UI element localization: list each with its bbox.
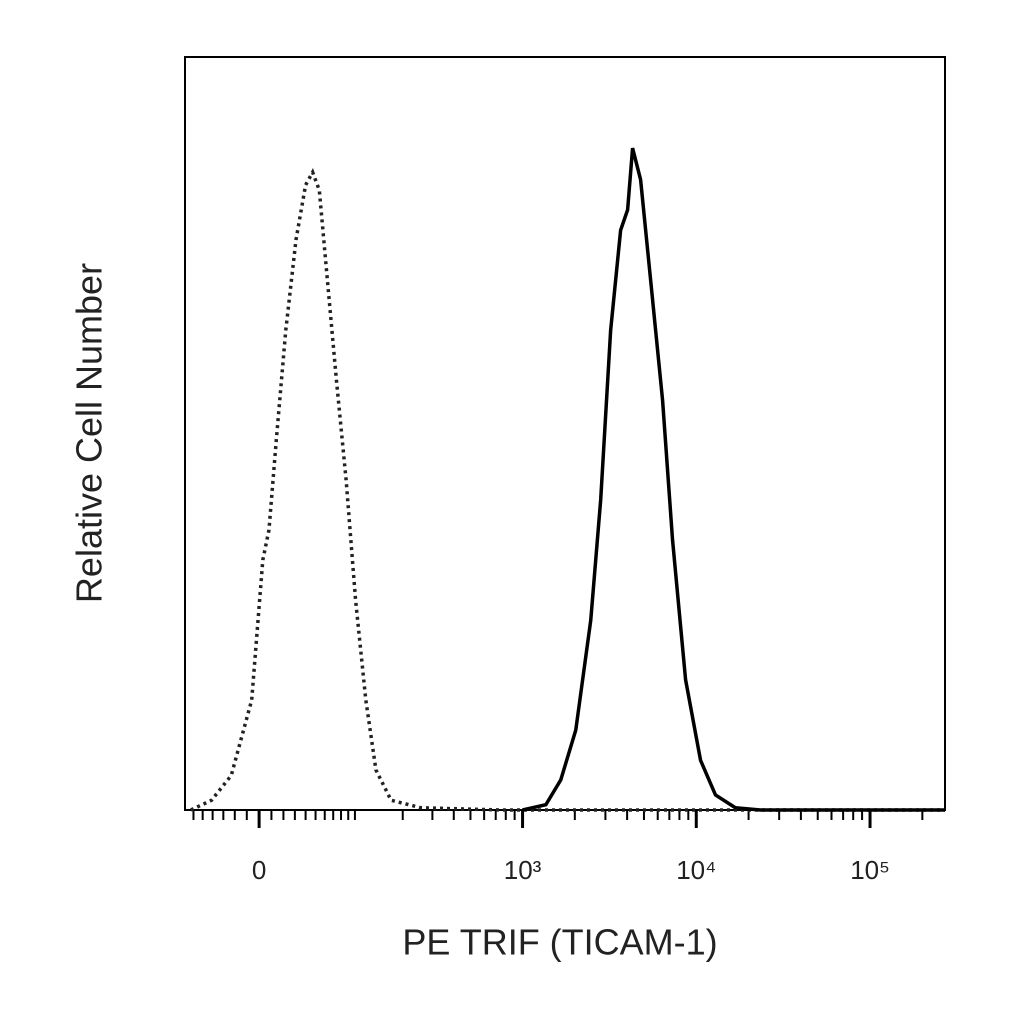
x-tick-label: 0 xyxy=(252,855,266,885)
x-tick-label: 10⁵ xyxy=(850,855,890,885)
plot-frame xyxy=(184,56,946,811)
x-tick-label: 10³ xyxy=(504,855,542,885)
histogram-line xyxy=(522,147,945,812)
histogram-line xyxy=(190,168,945,812)
x-axis-label: PE TRIF (TICAM-1) xyxy=(402,922,717,963)
x-tick-label: 10⁴ xyxy=(676,855,716,885)
y-axis-label: Relative Cell Number xyxy=(69,263,110,603)
